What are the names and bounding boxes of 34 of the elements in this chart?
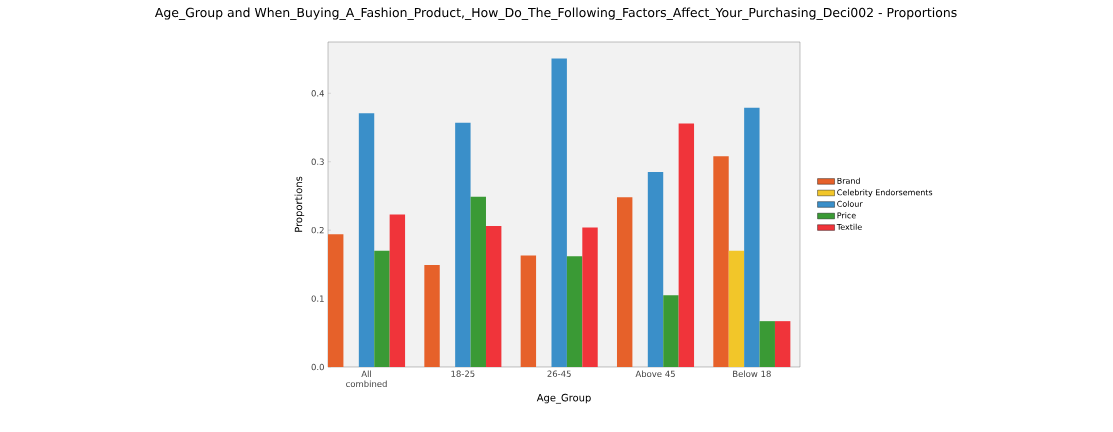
bar [485, 226, 502, 367]
bar [744, 107, 760, 367]
bar [374, 250, 390, 367]
x-axis-title: Age_Group [536, 393, 591, 404]
chart-title: Age_Group and When_Buying_A_Fashion_Product,_How_Do_The_Following_Factors_Affect_Your_Purchasing_Deci002 - Proportions [154, 7, 957, 20]
bar [566, 256, 583, 367]
bar [663, 295, 679, 367]
bar [678, 123, 695, 367]
y-tick-label: 0.3 [311, 158, 324, 165]
bar [647, 172, 664, 367]
bar [759, 321, 775, 367]
y-tick-label: 0.4 [311, 90, 324, 97]
bar [328, 234, 344, 367]
bar [520, 255, 537, 367]
y-tick-label: 0.2 [311, 226, 324, 234]
y-axis-title: Proportions [294, 176, 305, 232]
bar [424, 265, 440, 367]
bar [774, 321, 791, 367]
y-tick-label: 0.1 [311, 295, 324, 302]
bar [551, 58, 567, 367]
x-tick-label: 18-25 [451, 370, 475, 377]
bar [389, 214, 406, 367]
bar [470, 196, 486, 367]
bar [582, 227, 598, 367]
bar [455, 122, 471, 367]
bar [713, 156, 729, 367]
x-tick-label: Above 45 [635, 370, 675, 378]
y-tick-label: 0.0 [311, 363, 324, 371]
x-tick-label: 26-45 [547, 370, 571, 377]
x-tick-label: Below 18 [733, 370, 771, 378]
bar [616, 197, 633, 367]
bar [358, 113, 375, 367]
x-tick-label: All combined [346, 370, 387, 388]
bar [728, 250, 745, 367]
